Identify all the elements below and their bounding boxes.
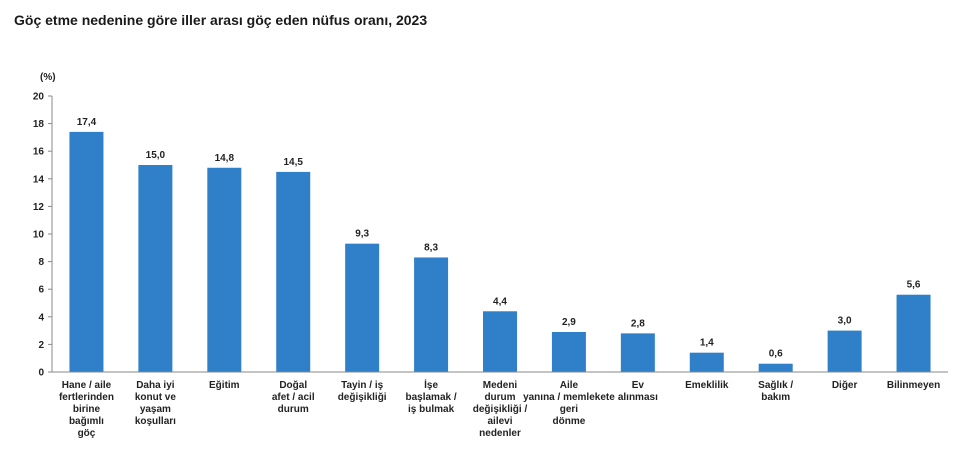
category-label: Aile yanına / memlekete geri dönme bbox=[523, 380, 615, 427]
category-label: Tayin / iş değişikliği bbox=[338, 380, 387, 403]
value-label: 1,4 bbox=[700, 338, 714, 349]
bar bbox=[827, 330, 862, 372]
bar bbox=[414, 257, 449, 372]
y-tick-label: 16 bbox=[33, 147, 45, 158]
bars bbox=[69, 131, 931, 372]
category-label: İşe başlamak / iş bulmak bbox=[405, 378, 456, 415]
value-label: 17,4 bbox=[77, 117, 97, 128]
value-label: 14,5 bbox=[283, 157, 303, 168]
category-label: Eğitim bbox=[209, 380, 240, 391]
category-label: Emeklilik bbox=[685, 380, 729, 391]
y-tick-label: 2 bbox=[38, 340, 44, 351]
value-label: 3,0 bbox=[838, 316, 852, 327]
bar bbox=[620, 333, 655, 372]
value-label: 8,3 bbox=[424, 242, 438, 253]
y-tick-label: 0 bbox=[38, 368, 44, 379]
value-labels: 17,4 15,0 14,8 14,5 9,3 8,3 4,4 2,9 2,8 1,4 0,6 3,0… bbox=[77, 117, 921, 360]
value-label: 0,6 bbox=[769, 349, 783, 360]
y-tick-label: 12 bbox=[33, 202, 45, 213]
bar bbox=[207, 167, 242, 372]
bar bbox=[758, 363, 793, 372]
category-label: Bilinmeyen bbox=[887, 380, 940, 391]
value-label: 9,3 bbox=[355, 229, 369, 240]
y-tick-label: 18 bbox=[33, 119, 45, 130]
bar bbox=[138, 165, 173, 372]
category-label: Sağlık / bakım bbox=[758, 380, 793, 403]
bar bbox=[69, 131, 104, 372]
bar bbox=[483, 311, 517, 372]
value-label: 2,9 bbox=[562, 317, 576, 328]
category-label: Daha iyi konut ve yaşam koşulları bbox=[135, 380, 177, 427]
category-label: Ev alınması bbox=[618, 380, 658, 403]
category-label: Medeni durum değişikliği / ailevi nedenler bbox=[473, 380, 528, 439]
value-label: 15,0 bbox=[146, 150, 166, 161]
y-tick-label: 8 bbox=[38, 257, 44, 268]
bar bbox=[896, 294, 931, 372]
value-label: 4,4 bbox=[493, 296, 507, 307]
category-label: Hane / aile fertlerinden birine bağımlı göç bbox=[59, 380, 114, 439]
y-tick-label: 14 bbox=[33, 174, 45, 185]
y-tick-label: 20 bbox=[33, 92, 45, 103]
value-label: 14,8 bbox=[215, 153, 235, 164]
bar bbox=[276, 171, 311, 372]
y-axis-label: (%) bbox=[40, 72, 56, 83]
y-tick-label: 6 bbox=[38, 285, 44, 296]
value-label: 5,6 bbox=[907, 280, 921, 291]
category-label: Doğal afet / acil durum bbox=[272, 380, 315, 415]
bar bbox=[345, 243, 380, 372]
y-tick-label: 4 bbox=[38, 312, 44, 323]
bar bbox=[551, 331, 586, 372]
chart-title: Göç etme nedenine göre iller arası göç e… bbox=[14, 12, 428, 28]
category-labels: Hane / aile fertlerinden birine bağımlı göç D… bbox=[59, 378, 940, 439]
bar bbox=[689, 352, 724, 372]
y-axis-ticks: 0 2 4 6 8 10 12 14 16 18 20 bbox=[33, 92, 52, 379]
value-label: 2,8 bbox=[631, 318, 645, 329]
y-tick-label: 10 bbox=[33, 230, 45, 241]
category-label: Diğer bbox=[832, 380, 858, 391]
